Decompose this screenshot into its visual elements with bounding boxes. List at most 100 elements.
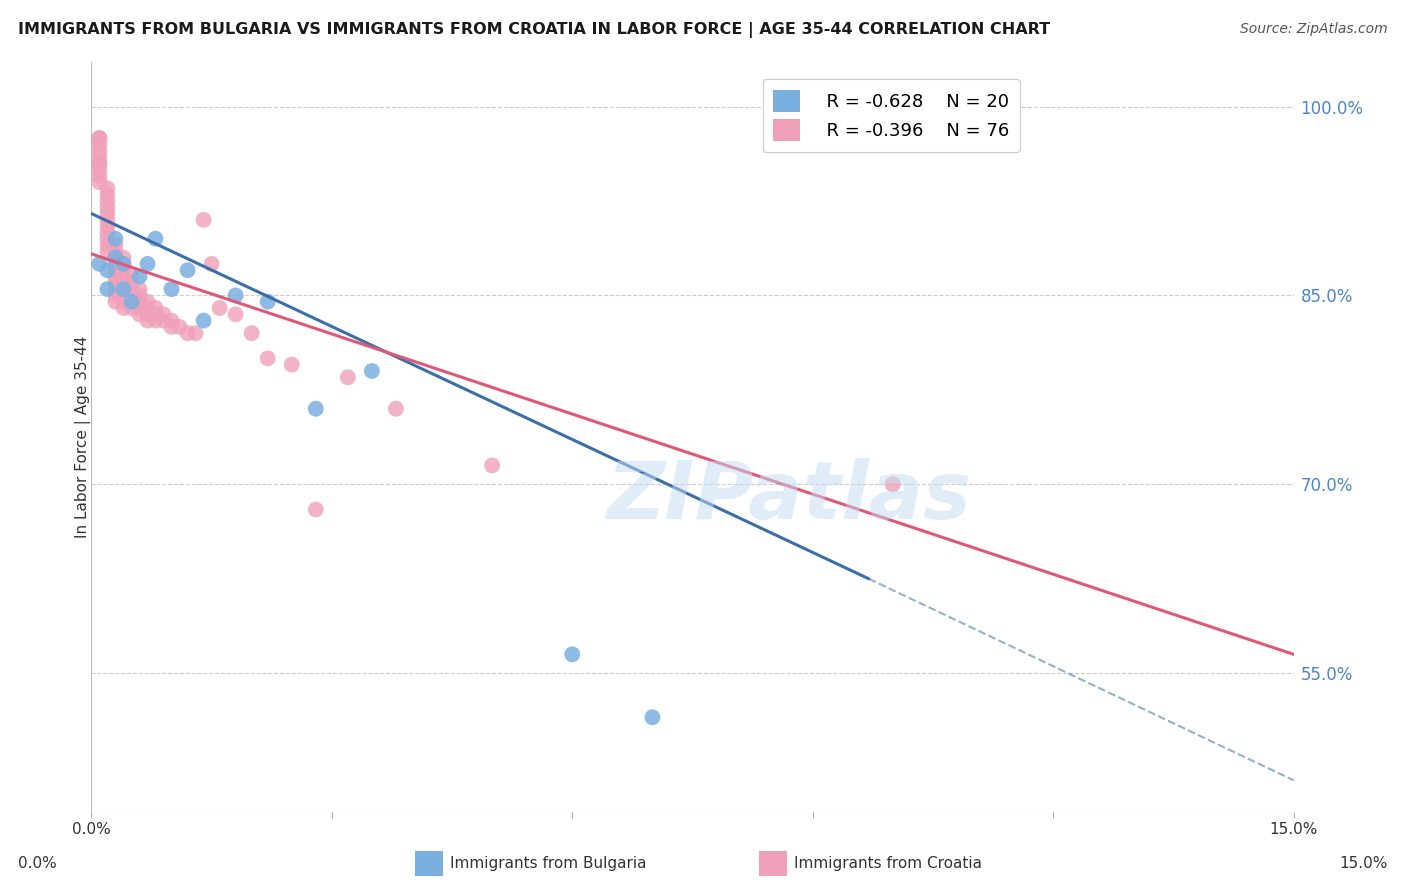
Point: [104, 232, 127, 246]
Point: [128, 294, 150, 309]
Text: Source: ZipAtlas.com: Source: ZipAtlas.com: [1240, 22, 1388, 37]
Point: [121, 288, 143, 302]
Point: [184, 326, 207, 341]
Point: [121, 301, 143, 315]
Point: [136, 301, 159, 315]
Text: 15.0%: 15.0%: [1340, 856, 1388, 871]
Point: [121, 276, 143, 290]
Point: [201, 257, 224, 271]
Point: [89, 169, 111, 183]
Point: [96, 219, 118, 234]
Point: [96, 200, 118, 214]
Point: [112, 257, 135, 271]
Point: [112, 263, 135, 277]
Text: Immigrants from Croatia: Immigrants from Croatia: [794, 856, 983, 871]
Text: Immigrants from Bulgaria: Immigrants from Bulgaria: [450, 856, 647, 871]
Point: [89, 137, 111, 152]
Point: [96, 238, 118, 252]
Point: [96, 181, 118, 195]
Point: [160, 313, 183, 327]
Point: [96, 206, 118, 220]
Point: [96, 226, 118, 240]
Point: [136, 313, 159, 327]
Point: [145, 232, 167, 246]
Point: [104, 251, 127, 265]
Point: [112, 269, 135, 284]
Point: [561, 648, 583, 662]
Point: [160, 282, 183, 296]
Point: [176, 326, 198, 341]
Point: [89, 257, 111, 271]
Point: [89, 175, 111, 189]
Point: [89, 156, 111, 170]
Point: [104, 251, 127, 265]
Point: [193, 212, 215, 227]
Point: [112, 282, 135, 296]
Point: [89, 156, 111, 170]
Text: 0.0%: 0.0%: [18, 856, 58, 871]
Point: [882, 477, 904, 491]
Point: [145, 313, 167, 327]
Point: [152, 307, 174, 321]
Point: [96, 244, 118, 259]
Point: [281, 358, 304, 372]
Point: [96, 232, 118, 246]
Point: [152, 313, 174, 327]
Y-axis label: In Labor Force | Age 35-44: In Labor Force | Age 35-44: [75, 336, 91, 538]
Point: [104, 282, 127, 296]
Point: [104, 263, 127, 277]
Point: [112, 301, 135, 315]
Point: [145, 301, 167, 315]
Text: IMMIGRANTS FROM BULGARIA VS IMMIGRANTS FROM CROATIA IN LABOR FORCE | AGE 35-44 C: IMMIGRANTS FROM BULGARIA VS IMMIGRANTS F…: [18, 22, 1050, 38]
Point: [225, 288, 247, 302]
Point: [121, 269, 143, 284]
Point: [112, 251, 135, 265]
Point: [104, 244, 127, 259]
Point: [96, 187, 118, 202]
Point: [104, 257, 127, 271]
Point: [104, 288, 127, 302]
Point: [169, 319, 191, 334]
Point: [305, 401, 328, 416]
Point: [121, 294, 143, 309]
Point: [256, 294, 278, 309]
Point: [481, 458, 503, 473]
Point: [104, 276, 127, 290]
Point: [89, 150, 111, 164]
Point: [256, 351, 278, 366]
Point: [112, 257, 135, 271]
Point: [193, 313, 215, 327]
Legend:   R = -0.628    N = 20,   R = -0.396    N = 76: R = -0.628 N = 20, R = -0.396 N = 76: [762, 79, 1019, 152]
Point: [128, 307, 150, 321]
Point: [96, 212, 118, 227]
Text: ZIPatlas: ZIPatlas: [606, 458, 972, 536]
Point: [305, 502, 328, 516]
Point: [89, 131, 111, 145]
Point: [336, 370, 359, 384]
Point: [128, 269, 150, 284]
Point: [208, 301, 231, 315]
Point: [240, 326, 263, 341]
Point: [641, 710, 664, 724]
Point: [128, 282, 150, 296]
Point: [145, 307, 167, 321]
Point: [121, 294, 143, 309]
Point: [136, 307, 159, 321]
Point: [104, 294, 127, 309]
Point: [121, 282, 143, 296]
Point: [225, 307, 247, 321]
Point: [96, 194, 118, 208]
Point: [128, 301, 150, 315]
Point: [104, 269, 127, 284]
Point: [112, 282, 135, 296]
Point: [89, 162, 111, 177]
Point: [385, 401, 408, 416]
Point: [96, 263, 118, 277]
Point: [160, 319, 183, 334]
Point: [176, 263, 198, 277]
Point: [89, 144, 111, 158]
Point: [112, 288, 135, 302]
Point: [112, 294, 135, 309]
Point: [360, 364, 382, 378]
Point: [128, 288, 150, 302]
